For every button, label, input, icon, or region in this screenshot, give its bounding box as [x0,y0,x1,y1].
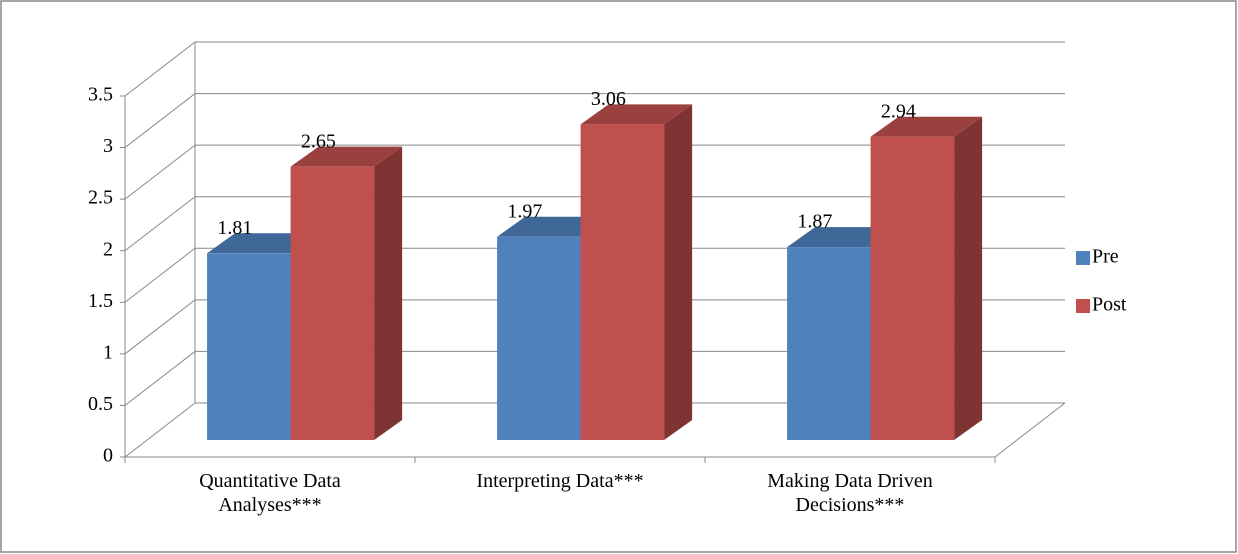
floor-right-edge [994,402,1066,458]
legend-swatch [1076,251,1090,265]
grid-line-side [124,93,196,148]
data-label: 3.06 [591,88,626,110]
y-tick-label: 3 [103,135,113,157]
bar-top [870,116,983,137]
data-label: 1.81 [217,217,252,239]
bar-top [580,104,693,125]
legend-swatch [1076,299,1090,313]
y-tick-label: 0.5 [88,393,113,415]
x-tick-label: Interpreting Data*** [476,470,644,492]
y-tick-label: 1.5 [88,290,113,312]
bar-side [954,116,983,440]
y-tick-label: 1 [103,341,113,363]
data-label: 1.97 [507,200,542,222]
x-tick-label: Quantitative Data Analyses*** [199,470,341,516]
data-label: 2.65 [301,130,336,152]
y-tick-label: 2 [103,238,113,260]
bar [787,247,871,440]
data-label: 2.94 [881,100,916,122]
x-tick-label: Making Data Driven Decisions*** [767,470,933,516]
bar [207,253,291,440]
bar [870,136,955,440]
data-label: 1.87 [797,211,832,233]
y-tick-label: 2.5 [88,187,113,209]
grid-line-side [124,144,196,200]
bar [497,236,581,440]
bar [580,124,665,440]
bar-side [664,104,693,440]
legend-label: Pre [1092,246,1119,268]
bar-top [290,146,403,167]
grid-line-side [124,196,196,252]
grid-line-side [124,41,196,97]
grid-line-side [124,351,196,406]
y-tick-label: 3.5 [88,84,113,106]
grid-line-side [124,299,196,355]
legend-label: Post [1092,294,1127,316]
bar [290,166,375,440]
grid-line-side [124,402,196,458]
bar-side [374,146,403,440]
grid-line-side [124,247,196,303]
y-tick-label: 0 [103,445,113,467]
